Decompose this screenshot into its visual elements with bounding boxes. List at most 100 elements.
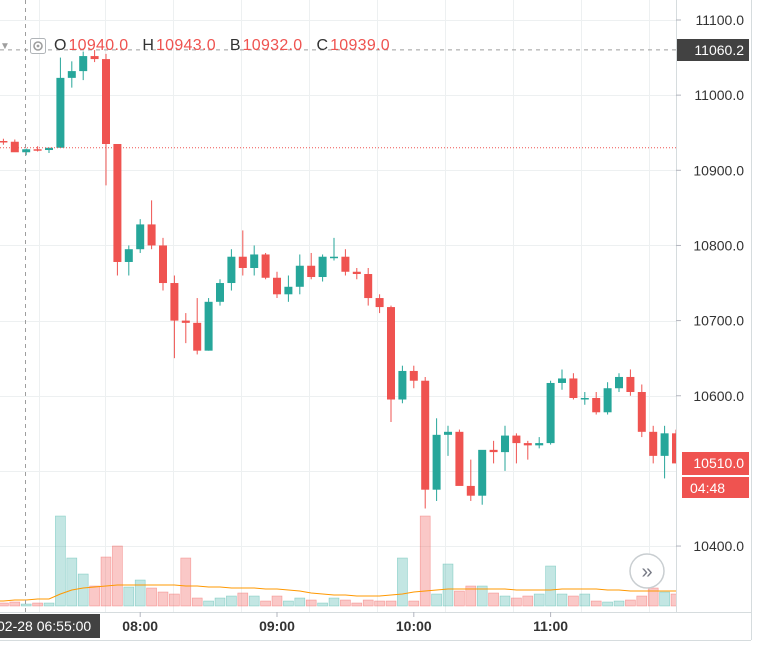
candle-body (603, 388, 612, 413)
volume-bar (100, 556, 112, 607)
close-label: C (316, 37, 329, 54)
volume-bar (385, 600, 397, 607)
volume-bar (579, 593, 591, 607)
candle-body (318, 256, 327, 278)
price-axis-bg[interactable] (676, 0, 751, 608)
candle-body (22, 149, 31, 153)
time-tick-label: 10:00 (396, 618, 432, 634)
last-price-label: 10510.0 (682, 452, 749, 475)
volume-bar (511, 597, 522, 607)
scroll-to-realtime-button[interactable]: » (629, 553, 665, 589)
volume-bar (568, 595, 579, 607)
volume-bar (9, 601, 21, 607)
candle-body (136, 224, 145, 250)
candle-body (626, 376, 635, 392)
candle-body (352, 271, 361, 275)
volume-bar (431, 593, 442, 607)
volume-bar (374, 600, 385, 607)
time-axis-ticks: 08:00 09:00 10:00 11:00 (122, 612, 568, 634)
candle-body (398, 370, 407, 400)
volume-bar (556, 593, 568, 607)
volume-bar (134, 579, 146, 607)
volume-bar (590, 600, 602, 607)
candle-body (409, 370, 418, 381)
candle-body (193, 322, 202, 351)
volume-bar (226, 595, 237, 607)
candle-body (501, 435, 509, 453)
collapse-caret-icon[interactable]: ▼ (0, 40, 10, 52)
volume-bar (89, 585, 100, 607)
candle-body (455, 431, 464, 486)
volume-bar (305, 599, 317, 607)
candle-body (159, 245, 167, 284)
countdown-text: 04:48 (690, 480, 725, 496)
candle-body (660, 433, 669, 456)
low-value: 10932.0 (242, 37, 303, 54)
volume-bar (625, 599, 636, 607)
volume-bar (442, 563, 454, 607)
grid (0, 0, 676, 612)
volume-bar (362, 599, 374, 607)
volume-bars (0, 515, 682, 607)
volume-bar (476, 585, 488, 607)
price-tick-label: 10800.0 (693, 237, 744, 253)
volume-bar (613, 600, 625, 607)
price-tick-label: 11100.0 (695, 12, 744, 28)
time-axis-bg[interactable] (0, 612, 676, 640)
volume-bar (317, 602, 328, 607)
volume-bar (237, 592, 249, 607)
candle-body (558, 378, 566, 383)
candle-body (79, 56, 88, 72)
volume-bar (180, 557, 192, 607)
candle-body (238, 256, 247, 268)
open-value: 10940.0 (68, 37, 129, 54)
volume-bar (260, 600, 271, 607)
candle-body (330, 256, 338, 259)
candle-body (512, 435, 521, 444)
candle-body (592, 398, 601, 413)
volume-bar (283, 600, 294, 607)
price-tick-label: 10700.0 (693, 313, 744, 329)
volume-bar (123, 586, 135, 607)
candle-body (284, 286, 293, 295)
settings-gear-icon[interactable] (28, 36, 48, 56)
candle-body (261, 254, 270, 278)
volume-bar (77, 573, 89, 607)
countdown-label: 04:48 (682, 477, 749, 498)
candle-body (113, 143, 122, 262)
volume-bar (488, 592, 499, 607)
crosshair-price-label: 11060.2 (677, 39, 749, 61)
volume-bar (465, 585, 477, 607)
volume-bar (271, 595, 283, 607)
candle-body (523, 443, 532, 446)
volume-bar (328, 597, 340, 607)
volume-bar (454, 590, 465, 607)
volume-bar (43, 602, 55, 607)
volume-ma-line (0, 584, 676, 602)
candle-body (10, 141, 19, 153)
candle-body (649, 431, 658, 456)
volume-bar (602, 601, 613, 607)
candle-body (307, 265, 316, 278)
candle-body (364, 274, 373, 299)
candle-body (124, 249, 133, 262)
volume-bar (146, 587, 157, 607)
candle-body (444, 431, 452, 435)
candle-body (546, 382, 555, 444)
candle-body (250, 254, 259, 268)
candle-body (56, 77, 65, 148)
crosshair-price-text: 11060.2 (694, 42, 744, 58)
close-value: 10939.0 (330, 37, 390, 54)
candle-body (227, 256, 236, 284)
candle-body (580, 398, 589, 400)
volume-bar (499, 595, 511, 607)
volume-bar (112, 545, 123, 607)
candle-body (489, 449, 498, 453)
candle-body (637, 391, 646, 432)
volume-bar (55, 515, 66, 607)
candle-body (0, 140, 8, 143)
volume-bar (66, 557, 78, 607)
high-label: H (142, 37, 154, 54)
